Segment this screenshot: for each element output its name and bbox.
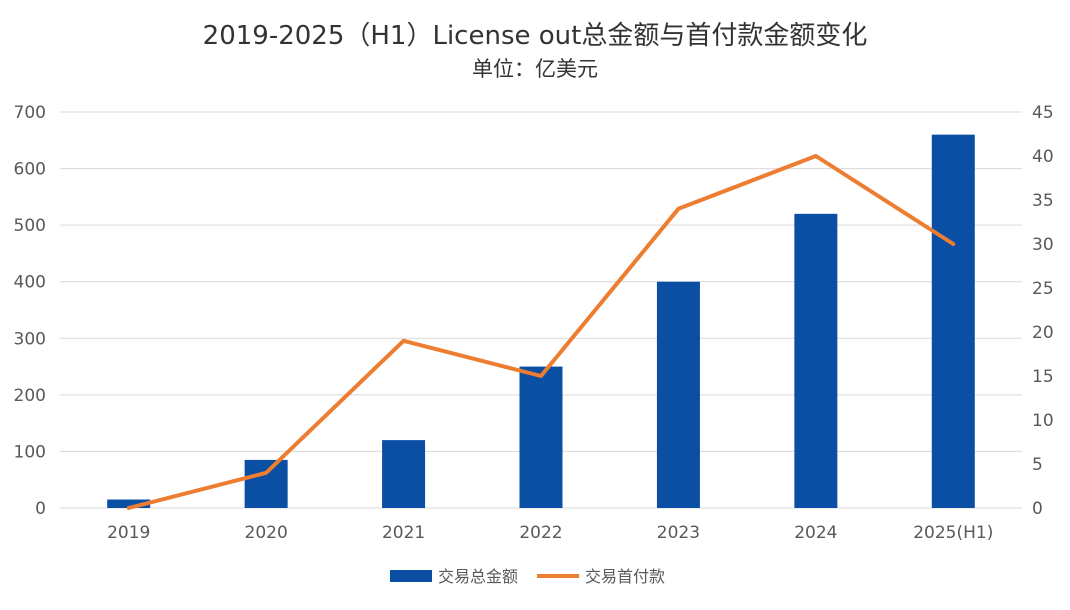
legend: 交易总金额 交易首付款 (390, 567, 665, 586)
x-tick-label: 2025(H1) (913, 523, 993, 543)
left-tick-label: 600 (14, 160, 46, 180)
bar-series (107, 134, 975, 509)
right-tick-label: 40 (1032, 147, 1054, 167)
right-tick-label: 45 (1032, 103, 1054, 123)
bar (656, 281, 700, 508)
x-tick-label: 2023 (657, 523, 700, 543)
right-tick-label: 20 (1032, 323, 1054, 343)
left-tick-label: 0 (35, 499, 46, 519)
right-tick-label: 15 (1032, 367, 1054, 387)
x-tick-label: 2024 (794, 523, 837, 543)
x-tick-label: 2019 (107, 523, 150, 543)
left-tick-label: 300 (14, 329, 46, 349)
chart-title: 2019-2025（H1）License out总金额与首付款金额变化 (203, 21, 868, 51)
bar (107, 499, 151, 508)
bar (519, 366, 563, 508)
left-axis-ticks: 0 100 200 300 400 500 600 700 (14, 103, 46, 519)
bar (244, 459, 288, 508)
left-tick-label: 200 (14, 386, 46, 406)
left-tick-label: 500 (14, 216, 46, 236)
right-axis-ticks: 0 5 10 15 20 25 30 35 40 45 (1032, 103, 1054, 519)
right-tick-label: 25 (1032, 279, 1054, 299)
right-tick-label: 5 (1032, 455, 1043, 475)
legend-label-line: 交易首付款 (585, 567, 665, 586)
left-tick-label: 100 (14, 442, 46, 462)
x-tick-label: 2022 (519, 523, 562, 543)
legend-label-bar: 交易总金额 (438, 567, 518, 586)
x-tick-label: 2021 (382, 523, 425, 543)
line-series (126, 154, 956, 510)
bar (382, 440, 426, 508)
chart-subtitle: 单位：亿美元 (472, 57, 598, 81)
left-tick-label: 700 (14, 103, 46, 123)
bar (794, 213, 838, 509)
x-tick-label: 2020 (245, 523, 288, 543)
right-tick-label: 35 (1032, 191, 1054, 211)
right-tick-label: 0 (1032, 499, 1043, 519)
left-tick-label: 400 (14, 273, 46, 293)
series-line (126, 154, 956, 510)
right-tick-label: 30 (1032, 235, 1054, 255)
right-tick-label: 10 (1032, 411, 1054, 431)
bar (931, 134, 975, 508)
x-axis-ticks: 2019 2020 2021 2022 2023 2024 2025(H1) (107, 523, 993, 543)
legend-swatch-bar (390, 570, 432, 582)
